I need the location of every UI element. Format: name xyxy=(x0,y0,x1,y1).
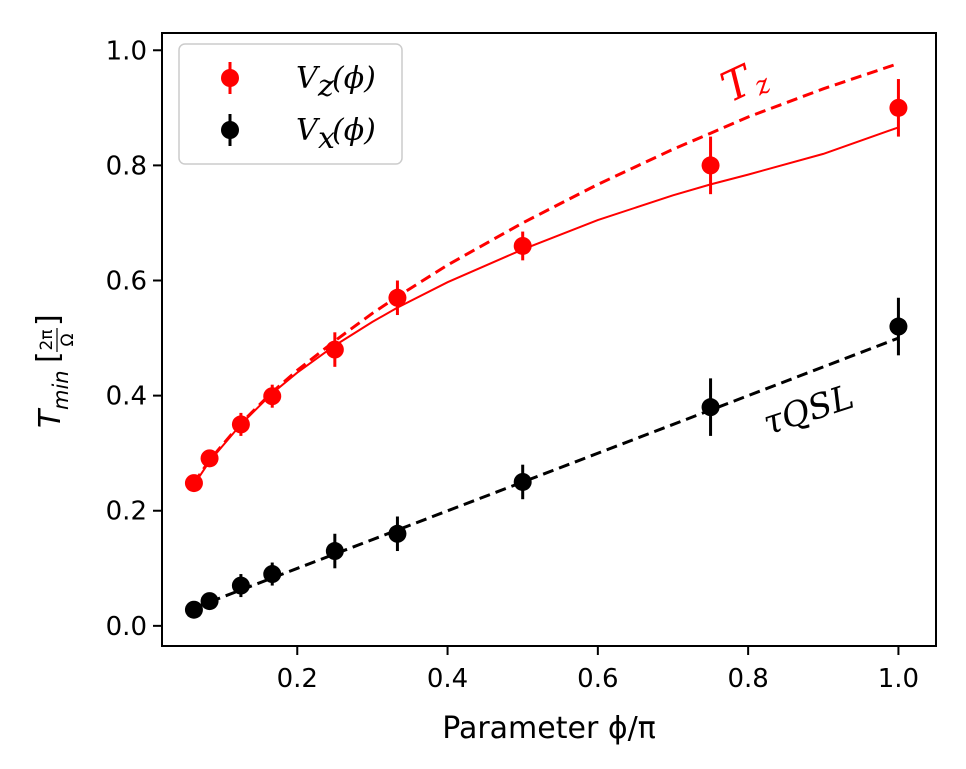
data-point-s0-0 xyxy=(184,474,203,493)
data-point-s1-3 xyxy=(263,565,282,584)
legend-label-vx-arg: (ϕ) xyxy=(332,113,376,148)
x-tick-label: 0.4 xyxy=(427,664,468,694)
y-tick-label: 0.0 xyxy=(106,612,147,642)
data-point-s1-0 xyxy=(184,600,203,619)
legend-label-vz-sub: z xyxy=(317,69,334,104)
legend: V z (ϕ) V x (ϕ) xyxy=(178,43,403,165)
data-point-s1-4 xyxy=(325,542,344,561)
plot-frame xyxy=(161,32,937,647)
legend-label-vx-sub: x xyxy=(318,121,335,156)
data-point-s0-1 xyxy=(200,449,219,468)
y-axis-unit-numerator: 2π xyxy=(37,329,57,350)
data-point-s0-3 xyxy=(263,387,282,406)
legend-label-vx-main: V xyxy=(296,113,321,148)
data-point-s0-7 xyxy=(701,156,720,175)
y-axis-ticks: 0.0 0.2 0.4 0.6 0.8 1.0 xyxy=(106,36,162,642)
y-axis-unit-close-bracket: ] xyxy=(31,314,66,326)
x-tick-label: 0.2 xyxy=(277,664,318,694)
x-axis-ticks: 0.2 0.4 0.6 0.8 1.0 xyxy=(277,646,919,694)
data-point-s1-8 xyxy=(889,317,908,336)
y-tick-label: 0.2 xyxy=(106,497,147,527)
legend-marker-vz xyxy=(221,69,239,87)
y-tick-label: 0.6 xyxy=(106,267,147,297)
curve-1 xyxy=(193,126,899,486)
legend-label-vz-main: V xyxy=(296,61,321,96)
data-point-s0-2 xyxy=(231,415,250,434)
y-axis-label: T min [ 2π Ω ] xyxy=(31,314,78,428)
data-point-s1-6 xyxy=(513,472,532,491)
x-tick-label: 0.8 xyxy=(727,664,768,694)
y-axis-unit-denominator: Ω xyxy=(58,334,78,347)
data-point-s0-8 xyxy=(889,98,908,117)
y-axis-label-sub: min xyxy=(49,370,73,410)
x-tick-label: 1.0 xyxy=(878,664,919,694)
y-axis-unit-open-bracket: [ xyxy=(31,351,66,363)
x-tick-label: 0.6 xyxy=(577,664,618,694)
legend-label-vz-arg: (ϕ) xyxy=(332,61,376,96)
data-markers xyxy=(184,98,908,619)
data-point-s0-4 xyxy=(325,340,344,359)
data-point-s0-6 xyxy=(513,236,532,255)
curve-0 xyxy=(192,62,899,484)
legend-marker-vx xyxy=(221,121,239,139)
y-axis-label-main: T xyxy=(33,407,68,428)
fit-curves xyxy=(192,62,899,610)
data-point-s1-1 xyxy=(200,592,219,611)
y-tick-label: 1.0 xyxy=(106,36,147,66)
data-point-s1-7 xyxy=(701,398,720,417)
data-point-s1-5 xyxy=(388,524,407,543)
x-axis-label: Parameter ϕ/π xyxy=(442,711,656,746)
data-point-s0-5 xyxy=(388,288,407,307)
y-tick-label: 0.4 xyxy=(106,382,147,412)
y-tick-label: 0.8 xyxy=(106,151,147,181)
data-point-s1-2 xyxy=(231,576,250,595)
curve-2 xyxy=(193,336,899,610)
